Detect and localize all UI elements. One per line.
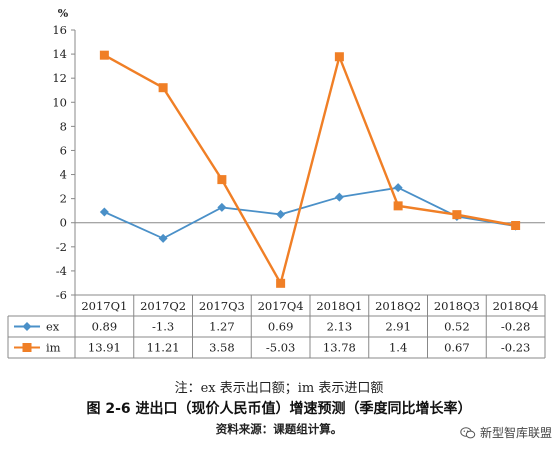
watermark: 新型智库联盟: [460, 424, 552, 441]
table-value-im: -5.03: [266, 341, 296, 355]
series-line-im: [103, 52, 516, 287]
data-point-im: [158, 83, 168, 93]
table-value-ex: 0.69: [268, 320, 294, 334]
y-tick-label: 4: [60, 168, 67, 182]
watermark-text: 新型智库联盟: [479, 426, 552, 440]
table-value-im: 13.91: [88, 341, 121, 355]
data-point-im: [99, 50, 109, 60]
data-point-im: [334, 52, 344, 62]
y-unit-label: %: [58, 7, 69, 20]
y-tick-label: -2: [56, 240, 67, 254]
data-point-ex: [158, 233, 168, 243]
x-tick-label: 2018Q1: [316, 299, 362, 313]
y-tick-label: 16: [52, 23, 67, 37]
data-point-im: [22, 343, 32, 352]
chart-note: 注：ex 表示出口额；im 表示进口额: [174, 381, 384, 396]
figure-title: 图 2-6 进出口（现价人民币值）增速预测（季度同比增长率）: [86, 401, 472, 417]
x-tick-label: 2018Q3: [434, 299, 480, 313]
x-tick-label: 2017Q3: [199, 299, 245, 313]
y-tick-label: 14: [52, 47, 67, 61]
y-tick-label: 12: [52, 71, 67, 85]
legend-label-ex: ex: [46, 320, 60, 334]
data-point-im: [452, 210, 462, 220]
table-value-im: 1.4: [389, 341, 407, 355]
table-value-ex: 1.27: [209, 320, 235, 334]
x-tick-label: 2017Q1: [81, 299, 127, 313]
table-value-im: -0.23: [501, 341, 531, 355]
x-tick-label: 2018Q4: [493, 299, 539, 313]
table-value-ex: -1.3: [152, 320, 174, 334]
data-point-ex: [217, 202, 227, 212]
series-line-ex: [104, 186, 516, 240]
data-point-ex: [22, 322, 32, 331]
y-tick-label: 8: [60, 119, 67, 133]
table-value-im: 11.21: [147, 341, 180, 355]
y-tick-label: 2: [60, 192, 67, 206]
table-value-ex: 2.91: [385, 320, 411, 334]
x-tick-label: 2018Q2: [375, 299, 421, 313]
table-value-ex: -0.28: [501, 320, 531, 334]
data-point-im: [511, 220, 521, 230]
table-value-im: 3.58: [209, 341, 235, 355]
table-value-ex: 0.89: [92, 320, 118, 334]
y-tick-label: -4: [56, 264, 67, 278]
y-tick-label: 0: [60, 216, 67, 230]
data-point-im: [393, 201, 403, 211]
data-point-ex: [99, 207, 109, 217]
x-tick-label: 2017Q4: [258, 299, 304, 313]
table-value-ex: 2.13: [327, 320, 353, 334]
data-point-ex: [393, 183, 403, 193]
data-point-ex: [334, 192, 344, 202]
y-tick-label: -6: [56, 288, 67, 302]
table-value-ex: 0.52: [444, 320, 470, 334]
table-value-im: 13.78: [323, 341, 356, 355]
y-tick-label: 10: [52, 95, 67, 109]
data-point-ex: [276, 209, 286, 219]
source-note: 资料来源：课题组计算。: [215, 422, 343, 436]
x-tick-label: 2017Q2: [140, 299, 186, 313]
data-point-im: [276, 278, 286, 288]
y-tick-label: 6: [60, 143, 67, 157]
table-value-im: 0.67: [444, 341, 470, 355]
data-point-im: [217, 175, 227, 185]
legend-label-im: im: [46, 341, 61, 355]
wechat-icon: [460, 426, 476, 438]
